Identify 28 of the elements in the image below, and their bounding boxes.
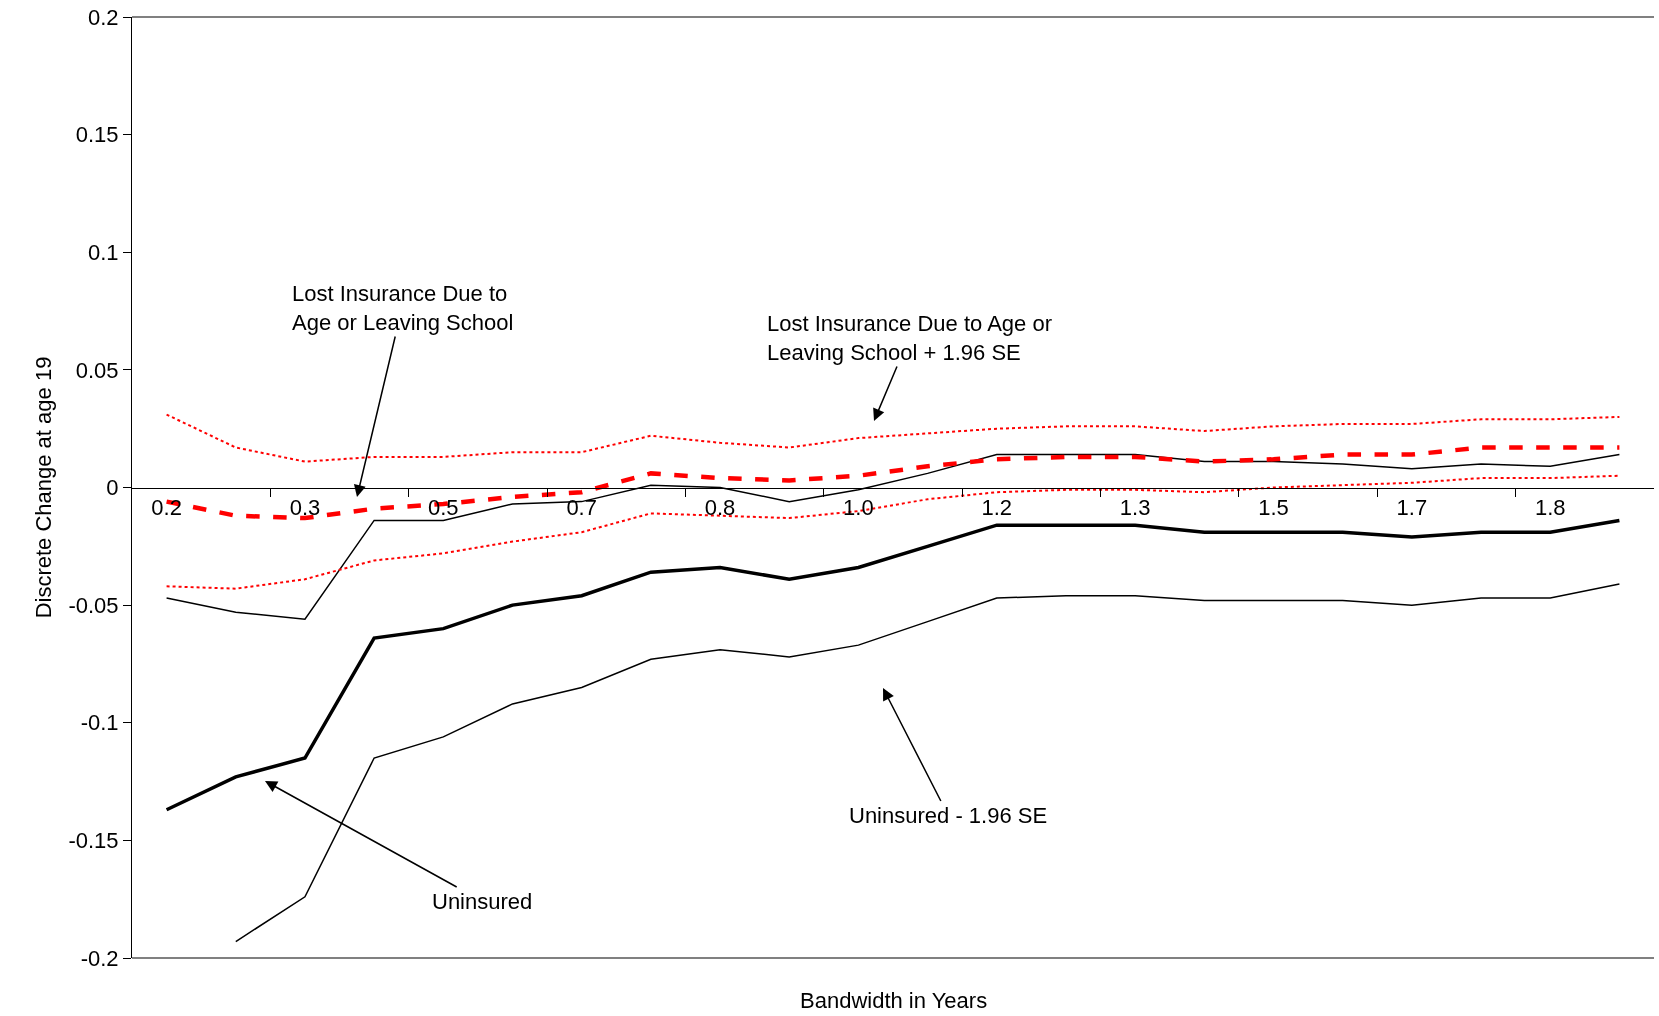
line-series	[235, 583, 1621, 943]
y-tick-label: 0.15	[75, 122, 119, 148]
x-tick-label: 1.7	[1396, 494, 1428, 520]
y-tick-label: 0	[106, 475, 119, 501]
x-tick-label: 1.8	[1534, 494, 1566, 520]
y-tick-label: -0.1	[80, 710, 119, 736]
line-series	[165, 413, 1621, 463]
x-tick-label: 0.7	[566, 494, 597, 520]
x-tick-label: 1.3	[1119, 494, 1151, 520]
x-axis-title: Bandwidth in Years	[800, 988, 988, 1013]
y-tick-label: 0.05	[75, 357, 119, 383]
x-tick-label: 0.2	[151, 494, 182, 520]
y-axis-title: Discrete Change at age 19	[31, 356, 57, 619]
x-tick-label: 0.8	[704, 494, 736, 520]
x-tick-label: 1.0	[843, 494, 874, 520]
y-tick-label: -0.05	[68, 592, 119, 618]
x-tick-label: 0.5	[428, 494, 459, 520]
y-tick-label: -0.2	[80, 945, 119, 971]
annotation: Uninsured	[432, 889, 533, 914]
annotation: Uninsured - 1.96 SE	[849, 803, 1048, 828]
annotation: Lost Insurance Due to Age or Leaving School	[292, 281, 514, 335]
y-tick-label: 0.2	[88, 4, 119, 30]
x-tick-label: 1.2	[981, 494, 1013, 520]
x-tick-label: 0.3	[289, 494, 321, 520]
annotation: Lost Insurance Due to Age or Leaving School + 1.96 SE	[767, 311, 1052, 365]
y-tick-label: -0.15	[68, 828, 119, 854]
x-tick-label: 1.5	[1258, 494, 1289, 520]
y-tick-label: 0.1	[88, 239, 119, 265]
